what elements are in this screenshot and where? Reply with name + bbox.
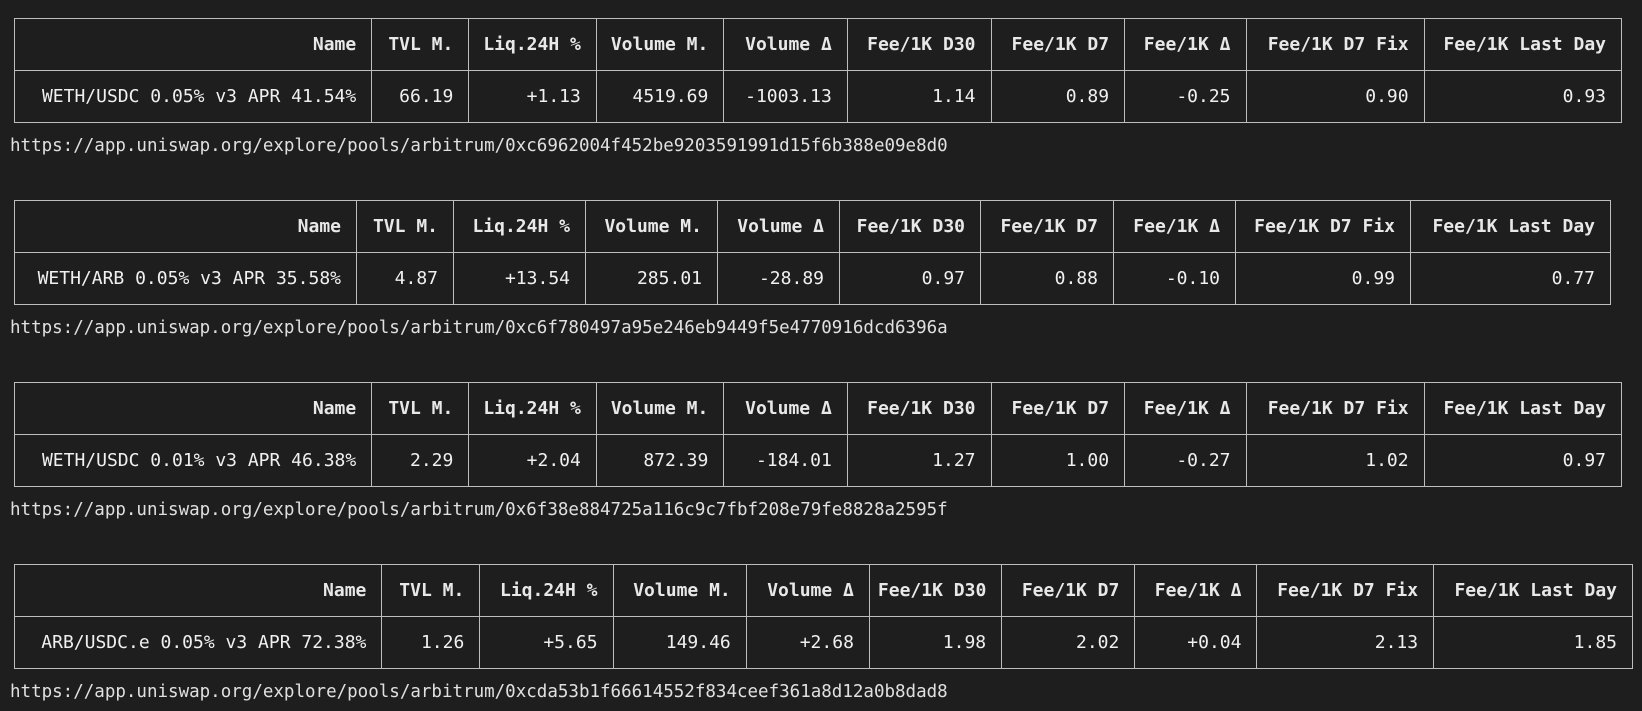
column-header-name: Name (13, 18, 373, 71)
table-row: WETH/USDC 0.05% v3 APR 41.54% 66.19 +1.1… (13, 70, 1623, 123)
cell-name: WETH/ARB 0.05% v3 APR 35.58% (14, 252, 357, 305)
table-row: WETH/USDC 0.01% v3 APR 46.38% 2.29 +2.04… (13, 434, 1623, 487)
cell-volume-delta: -1003.13 (723, 70, 848, 123)
cell-fee-delta: -0.10 (1113, 252, 1236, 305)
cell-liq-24h: +5.65 (479, 616, 614, 669)
cell-tvl: 1.26 (381, 616, 481, 669)
cell-name: WETH/USDC 0.01% v3 APR 46.38% (13, 434, 373, 487)
column-header-name: Name (13, 382, 373, 435)
cell-fee-last-day: 0.97 (1423, 434, 1623, 487)
column-header-tvl: TVL M. (371, 382, 470, 435)
pool-url[interactable]: https://app.uniswap.org/explore/pools/ar… (10, 682, 948, 702)
cell-fee-d7-fix: 1.02 (1245, 434, 1425, 487)
column-header-liq-24h: Liq.24H % (453, 200, 586, 253)
column-header-fee-d30: Fee/1K D30 (868, 564, 1003, 617)
cell-fee-d7: 0.88 (980, 252, 1114, 305)
column-header-fee-d30: Fee/1K D30 (839, 200, 981, 253)
cell-fee-d7: 0.89 (990, 70, 1126, 123)
cell-liq-24h: +1.13 (468, 70, 597, 123)
column-header-fee-d7: Fee/1K D7 (980, 200, 1114, 253)
column-header-fee-last-day: Fee/1K Last Day (1433, 564, 1633, 617)
column-header-fee-d7-fix: Fee/1K D7 Fix (1245, 18, 1425, 71)
column-header-volume-delta: Volume Δ (745, 564, 870, 617)
column-header-fee-delta: Fee/1K Δ (1124, 382, 1247, 435)
cell-volume-delta: +2.68 (745, 616, 870, 669)
column-header-tvl: TVL M. (371, 18, 470, 71)
column-header-tvl: TVL M. (356, 200, 454, 253)
pool-url[interactable]: https://app.uniswap.org/explore/pools/ar… (10, 136, 948, 156)
column-header-fee-last-day: Fee/1K Last Day (1423, 382, 1623, 435)
column-header-liq-24h: Liq.24H % (479, 564, 614, 617)
cell-fee-last-day: 1.85 (1433, 616, 1633, 669)
cell-fee-d30: 1.14 (846, 70, 992, 123)
table-header-row: Name TVL M. Liq.24H % Volume M. Volume Δ… (13, 18, 1623, 71)
column-header-fee-d7: Fee/1K D7 (1001, 564, 1136, 617)
cell-tvl: 2.29 (371, 434, 470, 487)
column-header-liq-24h: Liq.24H % (468, 18, 597, 71)
cell-fee-delta: -0.25 (1124, 70, 1247, 123)
column-header-fee-d7-fix: Fee/1K D7 Fix (1235, 200, 1411, 253)
cell-tvl: 4.87 (356, 252, 454, 305)
cell-fee-d30: 1.98 (868, 616, 1003, 669)
column-header-fee-d30: Fee/1K D30 (846, 18, 992, 71)
column-header-volume-delta: Volume Δ (717, 200, 840, 253)
cell-fee-d7-fix: 0.90 (1245, 70, 1425, 123)
pool-table: Name TVL M. Liq.24H % Volume M. Volume Δ… (13, 18, 1623, 123)
column-header-fee-d7: Fee/1K D7 (990, 382, 1126, 435)
column-header-fee-last-day: Fee/1K Last Day (1423, 18, 1623, 71)
column-header-fee-d7-fix: Fee/1K D7 Fix (1245, 382, 1425, 435)
cell-volume-delta: -28.89 (717, 252, 840, 305)
table-row: ARB/USDC.e 0.05% v3 APR 72.38% 1.26 +5.6… (13, 616, 1633, 669)
column-header-tvl: TVL M. (381, 564, 481, 617)
column-header-fee-delta: Fee/1K Δ (1124, 18, 1247, 71)
table-header-row: Name TVL M. Liq.24H % Volume M. Volume Δ… (13, 564, 1633, 617)
cell-fee-d7-fix: 0.99 (1235, 252, 1411, 305)
table-row: WETH/ARB 0.05% v3 APR 35.58% 4.87 +13.54… (14, 252, 1611, 305)
cell-volume: 872.39 (595, 434, 725, 487)
table-header-row: Name TVL M. Liq.24H % Volume M. Volume Δ… (13, 382, 1623, 435)
cell-name: ARB/USDC.e 0.05% v3 APR 72.38% (13, 616, 383, 669)
cell-volume-delta: -184.01 (723, 434, 848, 487)
column-header-fee-d30: Fee/1K D30 (846, 382, 992, 435)
cell-liq-24h: +13.54 (453, 252, 586, 305)
column-header-fee-last-day: Fee/1K Last Day (1410, 200, 1611, 253)
cell-fee-last-day: 0.77 (1410, 252, 1611, 305)
column-header-fee-delta: Fee/1K Δ (1113, 200, 1236, 253)
column-header-volume-delta: Volume Δ (723, 382, 848, 435)
column-header-liq-24h: Liq.24H % (468, 382, 597, 435)
column-header-fee-delta: Fee/1K Δ (1134, 564, 1258, 617)
cell-tvl: 66.19 (371, 70, 470, 123)
column-header-volume-delta: Volume Δ (723, 18, 848, 71)
cell-fee-delta: +0.04 (1134, 616, 1258, 669)
cell-volume: 4519.69 (595, 70, 725, 123)
cell-fee-d7-fix: 2.13 (1256, 616, 1435, 669)
cell-fee-d7: 1.00 (990, 434, 1126, 487)
pool-table: Name TVL M. Liq.24H % Volume M. Volume Δ… (14, 200, 1611, 305)
cell-name: WETH/USDC 0.05% v3 APR 41.54% (13, 70, 373, 123)
pool-table: Name TVL M. Liq.24H % Volume M. Volume Δ… (13, 564, 1633, 669)
cell-fee-delta: -0.27 (1124, 434, 1247, 487)
column-header-volume: Volume M. (612, 564, 747, 617)
table-header-row: Name TVL M. Liq.24H % Volume M. Volume Δ… (14, 200, 1611, 253)
column-header-name: Name (14, 200, 357, 253)
cell-volume: 285.01 (585, 252, 718, 305)
column-header-volume: Volume M. (585, 200, 718, 253)
column-header-volume: Volume M. (595, 18, 725, 71)
pool-url[interactable]: https://app.uniswap.org/explore/pools/ar… (10, 500, 948, 520)
pool-table: Name TVL M. Liq.24H % Volume M. Volume Δ… (13, 382, 1623, 487)
cell-volume: 149.46 (612, 616, 747, 669)
cell-fee-last-day: 0.93 (1423, 70, 1623, 123)
column-header-fee-d7: Fee/1K D7 (990, 18, 1126, 71)
column-header-volume: Volume M. (595, 382, 725, 435)
pool-url[interactable]: https://app.uniswap.org/explore/pools/ar… (10, 318, 948, 338)
cell-fee-d7: 2.02 (1001, 616, 1136, 669)
column-header-name: Name (13, 564, 383, 617)
cell-fee-d30: 0.97 (839, 252, 981, 305)
column-header-fee-d7-fix: Fee/1K D7 Fix (1256, 564, 1435, 617)
cell-liq-24h: +2.04 (468, 434, 597, 487)
cell-fee-d30: 1.27 (846, 434, 992, 487)
